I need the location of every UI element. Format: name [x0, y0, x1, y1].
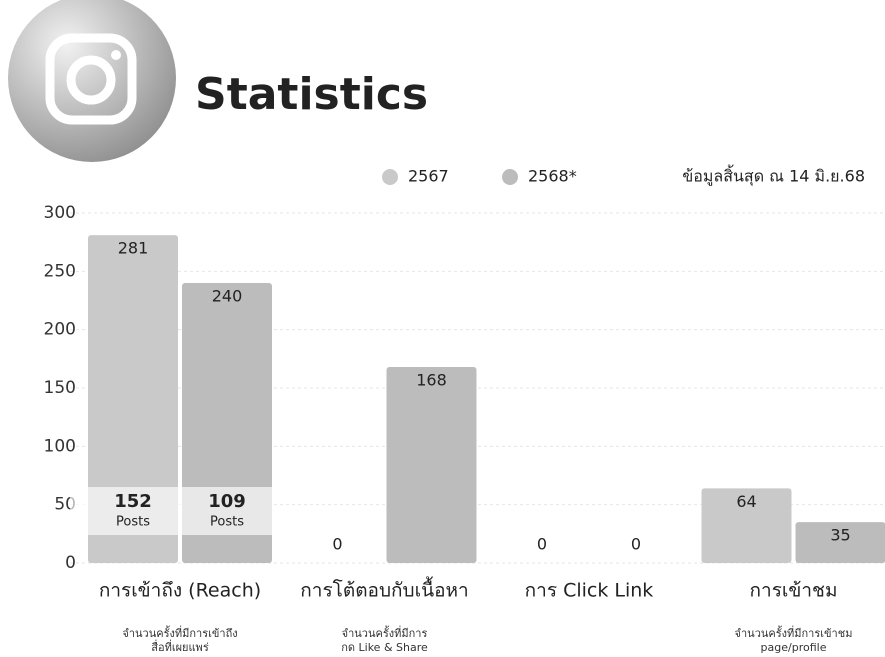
x-tick-label: การ Click Link [525, 580, 654, 602]
legend-swatch [382, 169, 398, 185]
post-count: 109 [208, 491, 246, 512]
data-label: 0 [537, 535, 547, 554]
bar [795, 522, 885, 563]
y-tick-label: 200 [44, 320, 76, 340]
x-tick-label: การโต้ตอบกับเนื้อหา [300, 577, 468, 602]
y-tick-label: 100 [44, 436, 76, 456]
x-tick-label: การเข้าถึง (Reach) [99, 580, 261, 602]
chart-title: Statistics [195, 69, 428, 120]
data-label: 281 [118, 239, 149, 258]
category-note: จำนวนครั้งที่มีการเข้าชม [735, 625, 853, 640]
x-tick-label: การเข้าชม [750, 580, 838, 602]
post-label: Posts [116, 515, 150, 530]
legend-label: 2568* [528, 167, 577, 186]
data-label: 0 [631, 535, 641, 554]
bar [701, 488, 792, 563]
logo [8, 0, 176, 162]
data-label: 0 [332, 535, 342, 554]
category-note: จำนวนครั้งที่มีการเข้าถึง [122, 625, 237, 640]
bar [386, 367, 477, 563]
y-tick-label: 250 [44, 261, 76, 281]
posts-band [70, 487, 272, 535]
category-note: page/profile [761, 641, 827, 654]
category-note: จำนวนครั้งที่มีการ [342, 625, 428, 640]
data-label: 64 [736, 492, 756, 511]
data-label: 35 [830, 526, 850, 545]
category-note: กด Like & Share [341, 641, 428, 654]
annotation: ข้อมูลสิ้นสุด ณ 14 มิ.ย.68 [682, 165, 865, 187]
y-tick-label: 150 [44, 378, 76, 398]
data-label: 168 [416, 371, 447, 390]
post-label: Posts [210, 515, 244, 530]
data-label: 240 [212, 287, 243, 306]
y-tick-label: 300 [44, 203, 76, 223]
post-count: 152 [114, 491, 152, 512]
legend-label: 2567 [408, 167, 449, 186]
category-note: สื่อที่เผยแพร่ [151, 639, 209, 654]
legend-swatch [502, 169, 518, 185]
bar [88, 235, 178, 563]
